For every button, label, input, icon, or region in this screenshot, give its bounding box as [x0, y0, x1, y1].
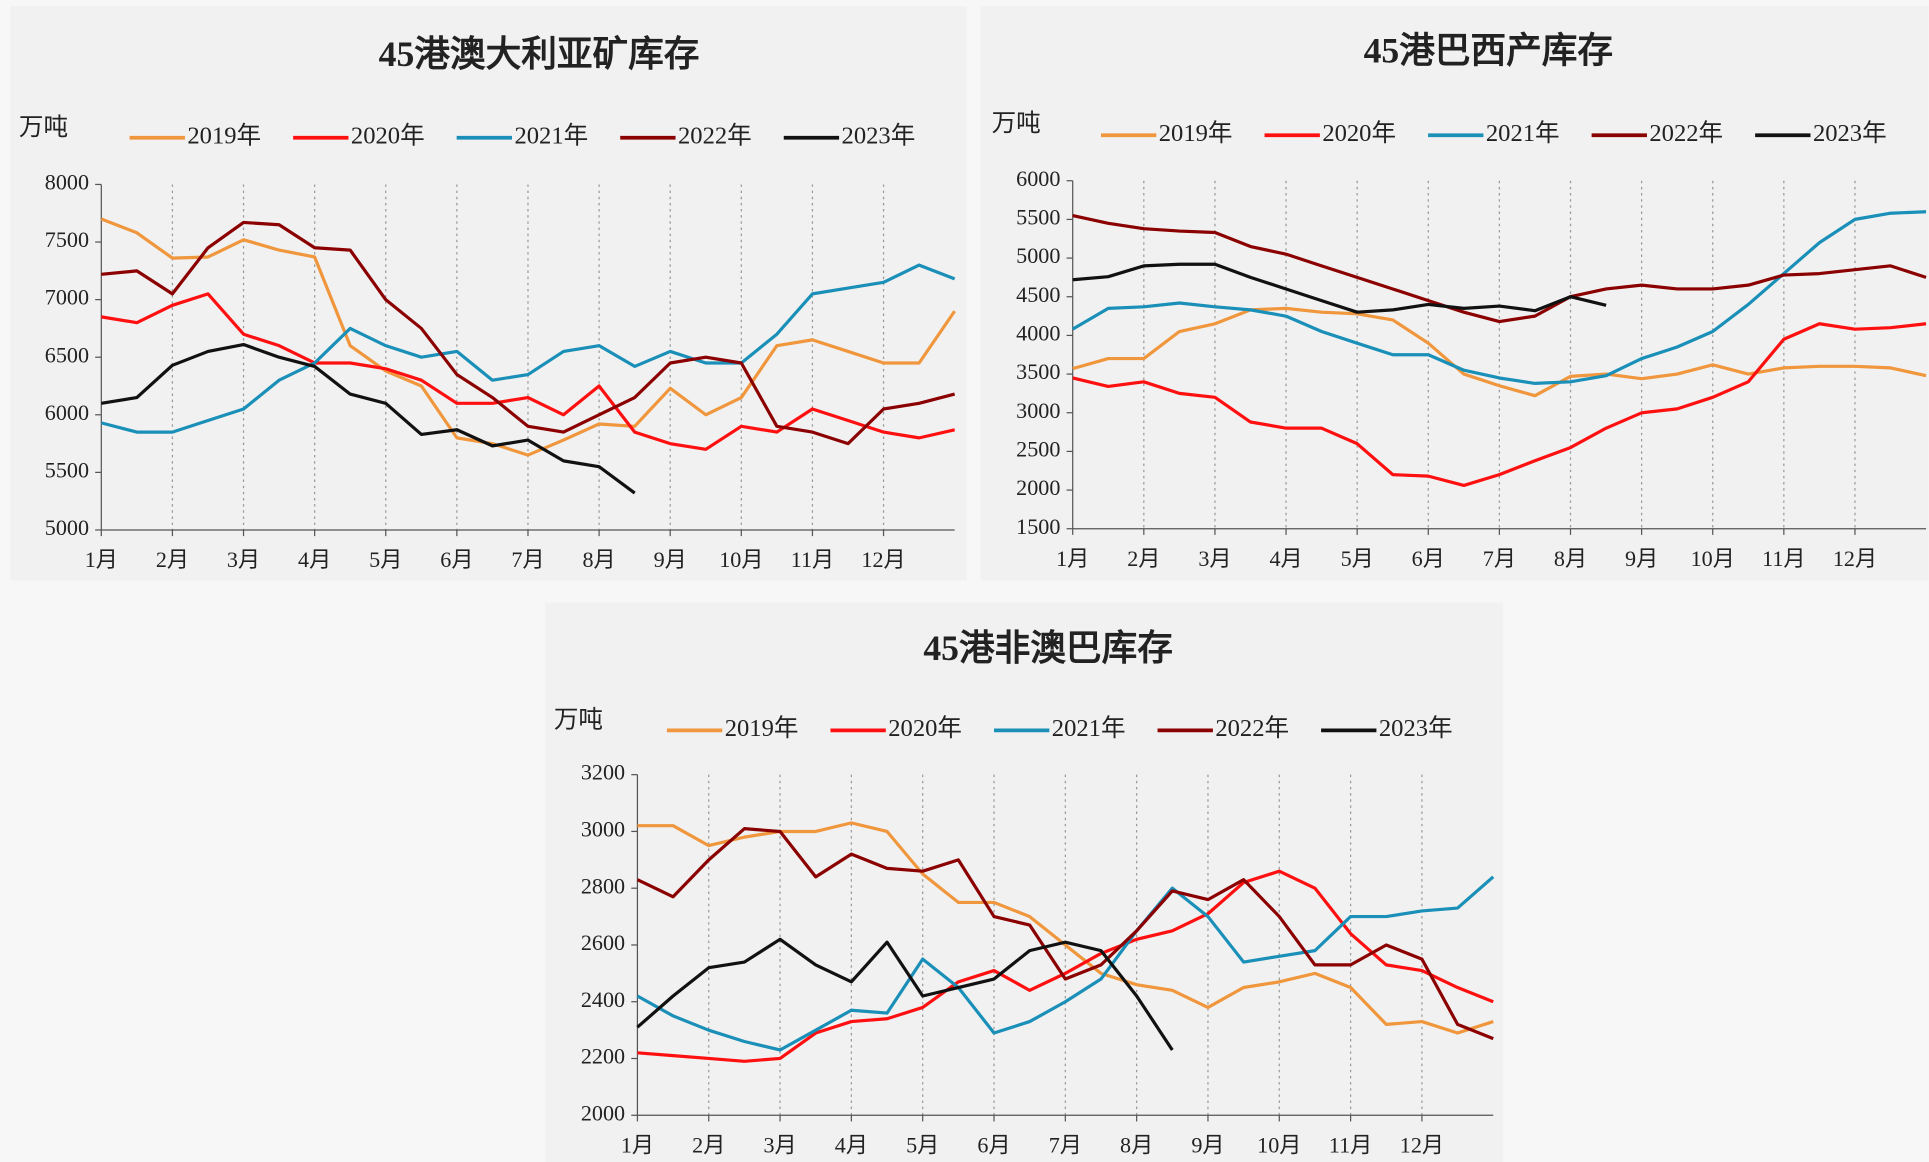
y-tick-label: 2000 — [581, 1100, 625, 1125]
series-line — [636, 937, 1174, 1051]
y-tick-label: 6000 — [45, 400, 89, 425]
x-tick-label: 3月 — [1198, 546, 1231, 571]
x-tick-label: 8月 — [1120, 1132, 1153, 1157]
legend-label: 2021年 — [1052, 714, 1126, 742]
x-tick-label: 2月 — [692, 1132, 725, 1157]
legend-label: 2019年 — [725, 714, 799, 742]
x-tick-label: 9月 — [1191, 1132, 1224, 1157]
y-tick-label: 2500 — [1016, 436, 1060, 461]
legend-label: 2019年 — [1159, 119, 1233, 147]
series-line — [637, 869, 1494, 1063]
x-tick-label: 10月 — [1691, 546, 1735, 571]
y-tick-label: 5000 — [1016, 243, 1060, 268]
y-tick-label: 4500 — [1016, 282, 1060, 307]
y-tick-label: 6000 — [1016, 166, 1060, 191]
y-tick-label: 8000 — [45, 170, 89, 195]
x-tick-label: 8月 — [1554, 546, 1587, 571]
x-tick-label: 10月 — [1257, 1132, 1301, 1157]
series-line — [101, 220, 956, 446]
series-line — [1072, 262, 1607, 314]
x-tick-label: 9月 — [654, 547, 687, 572]
y-tick-label: 2200 — [581, 1044, 625, 1069]
x-tick-label: 8月 — [583, 547, 616, 572]
y-tick-label: 2800 — [581, 873, 625, 898]
y-tick-label: 1500 — [1016, 514, 1060, 539]
legend-label: 2021年 — [1486, 119, 1560, 147]
y-tick-label: 3000 — [1016, 398, 1060, 423]
y-tick-label: 5000 — [45, 515, 89, 540]
x-tick-label: 5月 — [1341, 546, 1374, 571]
x-tick-label: 4月 — [298, 547, 331, 572]
y-tick-label: 6500 — [45, 342, 89, 367]
y-tick-label: 2400 — [581, 987, 625, 1012]
x-tick-label: 1月 — [621, 1132, 654, 1157]
series-line — [636, 827, 1494, 1041]
x-tick-label: 3月 — [227, 547, 260, 572]
legend-label: 2023年 — [842, 121, 916, 149]
y-tick-label: 5500 — [45, 457, 89, 482]
series-line — [101, 292, 956, 451]
x-tick-label: 7月 — [511, 547, 544, 572]
legend-label: 2023年 — [1379, 714, 1453, 742]
x-tick-label: 12月 — [1400, 1132, 1444, 1157]
y-tick-label: 2000 — [1016, 475, 1060, 500]
y-tick-label: 3000 — [581, 817, 625, 842]
x-tick-label: 4月 — [1269, 546, 1302, 571]
x-tick-label: 7月 — [1049, 1132, 1082, 1157]
legend-label: 2022年 — [1215, 714, 1289, 742]
series-line — [101, 342, 636, 495]
x-tick-label: 5月 — [369, 547, 402, 572]
series-line — [100, 217, 956, 457]
series-line — [1072, 322, 1927, 488]
x-tick-label: 1月 — [1056, 546, 1089, 571]
x-tick-label: 2月 — [156, 547, 189, 572]
chart-panel — [980, 6, 1929, 581]
series-line — [100, 263, 956, 434]
legend-label: 2022年 — [678, 121, 752, 149]
legend-label: 2019年 — [187, 121, 261, 149]
x-tick-label: 10月 — [719, 547, 763, 572]
x-tick-label: 6月 — [440, 547, 473, 572]
series-line — [636, 875, 1495, 1052]
x-tick-label: 9月 — [1625, 546, 1658, 571]
x-tick-label: 11月 — [1762, 546, 1805, 571]
x-tick-label: 3月 — [763, 1132, 796, 1157]
y-tick-label: 3500 — [1016, 359, 1060, 384]
x-tick-label: 11月 — [791, 547, 834, 572]
y-tick-label: 2600 — [581, 930, 625, 955]
x-tick-label: 6月 — [977, 1132, 1010, 1157]
y-tick-label: 7500 — [45, 227, 89, 252]
y-axis-label: 万吨 — [19, 113, 68, 141]
y-axis-label: 万吨 — [992, 109, 1041, 137]
legend-label: 2020年 — [351, 121, 425, 149]
chart-title: 45港巴西产库存 — [1364, 30, 1614, 70]
x-tick-label: 1月 — [85, 547, 118, 572]
x-tick-label: 5月 — [906, 1132, 939, 1157]
chart-panel — [545, 602, 1504, 1162]
x-tick-label: 11月 — [1329, 1132, 1372, 1157]
x-tick-label: 12月 — [861, 547, 905, 572]
x-tick-label: 2月 — [1127, 546, 1160, 571]
y-tick-label: 7000 — [45, 285, 89, 310]
legend-label: 2023年 — [1813, 119, 1887, 147]
y-tick-label: 4000 — [1016, 320, 1060, 345]
y-tick-label: 5500 — [1016, 204, 1060, 229]
legend-label: 2020年 — [888, 714, 962, 742]
legend-label: 2022年 — [1649, 119, 1723, 147]
y-tick-label: 3200 — [581, 760, 625, 785]
series-line — [1072, 306, 1927, 398]
y-axis-label: 万吨 — [554, 705, 603, 733]
x-tick-label: 4月 — [835, 1132, 868, 1157]
series-line — [1072, 213, 1927, 324]
legend-label: 2020年 — [1322, 119, 1396, 147]
x-tick-label: 6月 — [1412, 546, 1445, 571]
legend-label: 2021年 — [514, 121, 588, 149]
x-tick-label: 7月 — [1483, 546, 1516, 571]
chart-title: 45港澳大利亚矿库存 — [379, 34, 700, 74]
x-tick-label: 12月 — [1833, 546, 1877, 571]
chart-title: 45港非澳巴库存 — [923, 628, 1173, 668]
